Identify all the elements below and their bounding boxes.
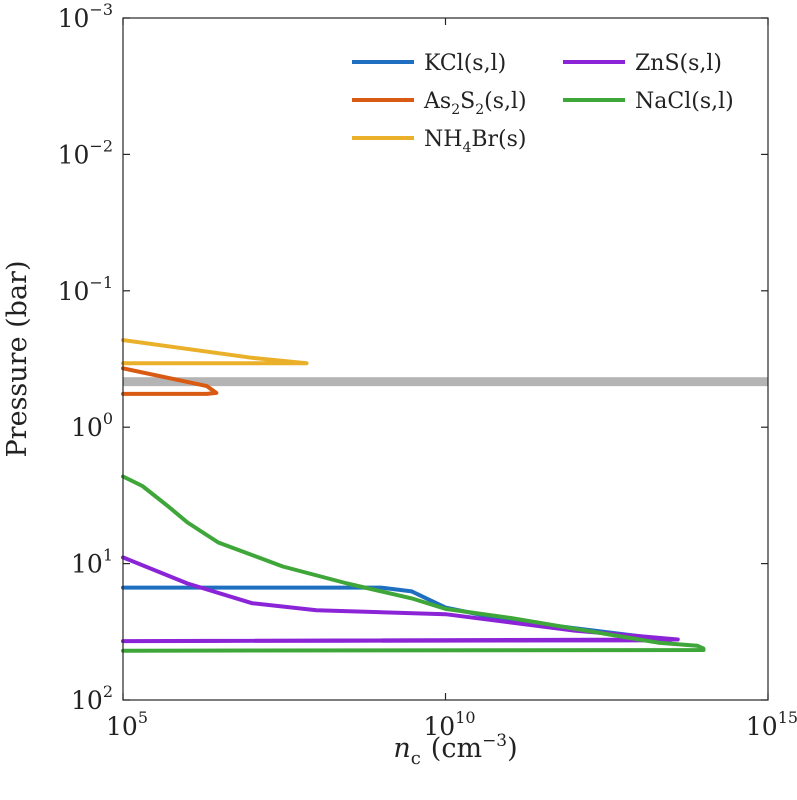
shaded-band bbox=[123, 377, 768, 387]
y-tick-label: 102 bbox=[71, 682, 113, 715]
x-tick-label: 105 bbox=[106, 708, 148, 741]
y-tick-label: 10−3 bbox=[58, 0, 113, 33]
series-line-nacl-s-l bbox=[121, 474, 706, 653]
x-tick-label: 1015 bbox=[746, 708, 797, 741]
legend-label-nh4br-s: NH4Br(s) bbox=[424, 127, 527, 156]
y-tick-label: 10−1 bbox=[58, 273, 113, 306]
x-axis-symbol: n bbox=[393, 733, 410, 764]
x-axis-unit-close: ) bbox=[507, 733, 518, 764]
x-axis-unit-exponent: −3 bbox=[482, 731, 507, 751]
y-axis-label: Pressure (bar) bbox=[2, 261, 33, 458]
x-axis-subscript: c bbox=[411, 748, 421, 769]
series-line-as2s2-s-l bbox=[121, 366, 219, 396]
legend: KCl(s,l) ZnS(s,l) As2S2(s,l) NaCl(s,l) NH4Br… bbox=[352, 51, 734, 156]
y-tick-label: 100 bbox=[71, 409, 113, 442]
y-tick-label: 10−2 bbox=[58, 136, 113, 169]
plot-area bbox=[123, 18, 768, 700]
series-line-nh4br-s bbox=[121, 338, 309, 366]
legend-label-as2s2-s-l: As2S2(s,l) bbox=[423, 89, 527, 118]
x-tick-label: 1010 bbox=[423, 708, 475, 741]
series-line-zns-s-l bbox=[121, 555, 680, 644]
legend-label-nacl-s-l: NaCl(s,l) bbox=[635, 89, 734, 114]
axis-ticks: 105 1010 1015 10−3 10−2 10−1 100 101 102 bbox=[58, 0, 797, 741]
y-tick-label: 101 bbox=[71, 546, 113, 579]
series-group bbox=[121, 338, 706, 653]
plot-background bbox=[123, 18, 768, 700]
legend-label-zns-s-l: ZnS(s,l) bbox=[635, 51, 722, 76]
x-axis-unit: (cm bbox=[431, 733, 482, 764]
x-axis-label: nc (cm−3) bbox=[393, 731, 517, 769]
legend-label-kcl-s-l: KCl(s,l) bbox=[424, 51, 506, 76]
